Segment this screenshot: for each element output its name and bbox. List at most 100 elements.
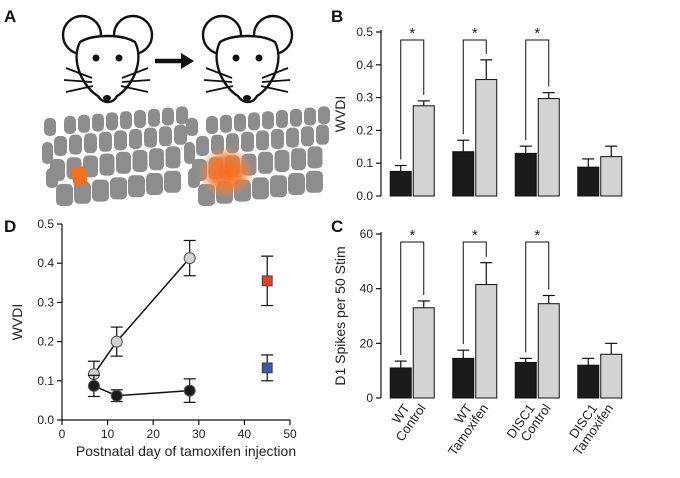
panel-label-d: D	[4, 217, 16, 236]
barrel-cell	[164, 170, 181, 193]
significance-bracket	[525, 39, 550, 141]
bar-light	[475, 79, 498, 197]
barrel-cell	[252, 177, 269, 200]
barrel-cell	[188, 168, 200, 188]
bar-dark	[514, 152, 537, 197]
barrel-cell	[186, 118, 198, 136]
barrel-cell	[184, 142, 195, 164]
barrel-cell	[248, 112, 260, 131]
y-tick-label: 60	[360, 227, 374, 241]
significance-star: *	[409, 25, 415, 42]
barrel-cell	[288, 173, 305, 195]
barrel-cell	[74, 181, 91, 204]
panel-b-chart: 0.0 0.1 0.2 0.3 0.4 0.5 WVDI * * *	[332, 25, 623, 203]
barrel-cell	[316, 124, 329, 145]
y-tick-label: 20	[360, 336, 374, 350]
significance-star: *	[472, 25, 478, 42]
barrel-cell	[270, 175, 287, 198]
panel-label-b: B	[331, 7, 343, 26]
x-tick-label: 30	[192, 427, 206, 441]
y-tick-label: 0.4	[356, 58, 373, 72]
barrel-cell	[165, 146, 181, 169]
bar-light	[537, 303, 560, 399]
significance-bracket	[400, 39, 425, 160]
barrel-cell	[84, 133, 97, 154]
square-marker-red	[261, 275, 273, 287]
x-axis-label: Postnatal day of tamoxifen injection	[76, 443, 296, 459]
panel-label-c: C	[331, 217, 343, 236]
point-dark	[110, 389, 123, 402]
barrel-cell	[134, 110, 146, 128]
x-tick-label: 20	[147, 427, 161, 441]
barrel-cell	[256, 130, 269, 151]
barrel-cell	[92, 113, 104, 132]
barrel-cell	[149, 148, 164, 171]
barrel-cell	[129, 129, 142, 149]
y-axis-label: WVDI	[332, 96, 348, 133]
barrel-cell	[56, 184, 73, 206]
significance-bracket	[400, 241, 425, 356]
barrel-cell	[206, 116, 218, 134]
y-tick-label: 0.5	[37, 217, 54, 231]
bar-dark	[577, 364, 600, 399]
y-tick-label: 0.2	[37, 335, 54, 349]
barrel-cell	[148, 108, 160, 127]
point-light	[183, 252, 196, 265]
significance-star: *	[534, 227, 540, 244]
barrel-cell	[234, 113, 246, 132]
barrel-cell	[220, 114, 232, 133]
barrel-cell	[69, 134, 82, 155]
barrel-cell	[64, 116, 76, 134]
bar-light	[412, 307, 435, 399]
barrel-cell	[46, 168, 58, 188]
barrel-cell	[144, 127, 157, 148]
barrel-cell	[290, 108, 302, 127]
y-tick-label: 0.3	[37, 295, 54, 309]
bar-light	[537, 98, 560, 197]
x-tick-label: 40	[238, 427, 252, 441]
mouse-right-icon	[201, 14, 294, 104]
significance-bracket	[462, 39, 487, 135]
barrel-cell	[174, 124, 187, 145]
barrel-cell	[44, 118, 56, 136]
significance-star: *	[409, 227, 415, 244]
x-tick-label: 0	[59, 427, 66, 441]
barrel-cell	[176, 106, 188, 125]
barrel-map-control	[42, 106, 188, 206]
bar-dark	[389, 367, 412, 399]
x-tick-label: 10	[101, 427, 115, 441]
bar-dark	[452, 151, 475, 197]
barrel-cell	[128, 175, 145, 198]
y-axis-label: D1 Spikes per 50 Stim	[332, 246, 348, 385]
y-tick-label: 0.1	[356, 156, 373, 170]
bar-light	[600, 353, 623, 399]
barrel-cell	[286, 127, 299, 148]
barrel-cell	[83, 155, 98, 178]
barrel-cell	[318, 106, 330, 125]
barrel-cell	[162, 107, 174, 126]
y-tick-label: 0.0	[356, 189, 373, 203]
y-tick-label: 0.3	[356, 91, 373, 105]
labeled-barrel-highlight	[70, 166, 88, 186]
bar-light	[600, 156, 623, 197]
point-light	[110, 335, 123, 348]
barrel-cell	[159, 126, 172, 147]
barrel-cell	[146, 173, 163, 195]
barrel-cell	[54, 136, 67, 156]
series-line-light	[93, 257, 191, 375]
barrel-cell	[307, 146, 323, 169]
significance-star: *	[472, 227, 478, 244]
expanded-barrel-highlight	[198, 146, 254, 198]
barrel-cell	[276, 110, 288, 128]
barrel-cell	[92, 179, 109, 202]
y-tick-label: 0.1	[37, 374, 54, 388]
arrow-right-icon	[155, 53, 194, 69]
y-tick-label: 0.0	[37, 413, 54, 427]
barrel-cell	[116, 151, 131, 174]
barrel-cell	[132, 150, 148, 172]
bar-light	[412, 105, 435, 197]
mouse-left-icon	[61, 14, 154, 104]
barrel-cell	[274, 150, 290, 172]
